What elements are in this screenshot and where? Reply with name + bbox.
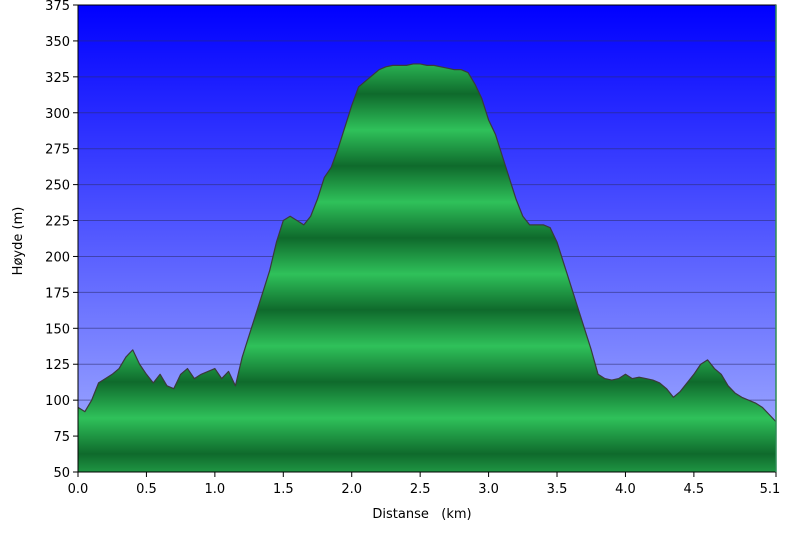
x-tick-label: 4.5 [684,482,705,497]
y-axis-ticks: 50 75 100 125 150 175 200 225 250 275 300 325 350 375 [45,0,78,481]
x-axis-label: Distanse (km) [372,507,471,522]
x-tick-label: 5.1 [760,482,781,497]
y-tick-label: 275 [45,143,70,158]
elevation-line [78,63,776,423]
y-tick-label: 250 [45,179,70,194]
x-tick-label: 2.0 [341,482,362,497]
y-tick-label: 350 [45,35,70,50]
y-tick-label: 225 [45,215,70,230]
x-tick-label: 1.0 [205,482,226,497]
x-tick-label: 0.0 [68,482,89,497]
x-tick-label: 0.5 [136,482,157,497]
x-tick-label: 3.0 [478,482,499,497]
y-tick-label: 300 [45,107,70,122]
x-tick-label: 3.5 [547,482,568,497]
y-tick-label: 75 [53,430,70,445]
x-tick-label: 4.0 [615,482,636,497]
y-tick-label: 50 [53,466,70,481]
x-tick-label: 2.5 [410,482,431,497]
y-tick-label: 150 [45,322,70,337]
y-tick-label: 325 [45,71,70,86]
y-tick-label: 375 [45,0,70,14]
y-tick-label: 200 [45,250,70,265]
y-axis-label: Høyde (m) [11,207,26,276]
y-tick-label: 100 [45,394,70,409]
y-tick-label: 125 [45,358,70,373]
elevation-area [78,63,776,472]
x-tick-label: 1.5 [273,482,294,497]
x-axis-ticks: 0.0 0.5 1.0 1.5 2.0 2.5 3.0 3.5 4.0 4.5 5.1 [68,472,781,497]
y-tick-label: 175 [45,286,70,301]
